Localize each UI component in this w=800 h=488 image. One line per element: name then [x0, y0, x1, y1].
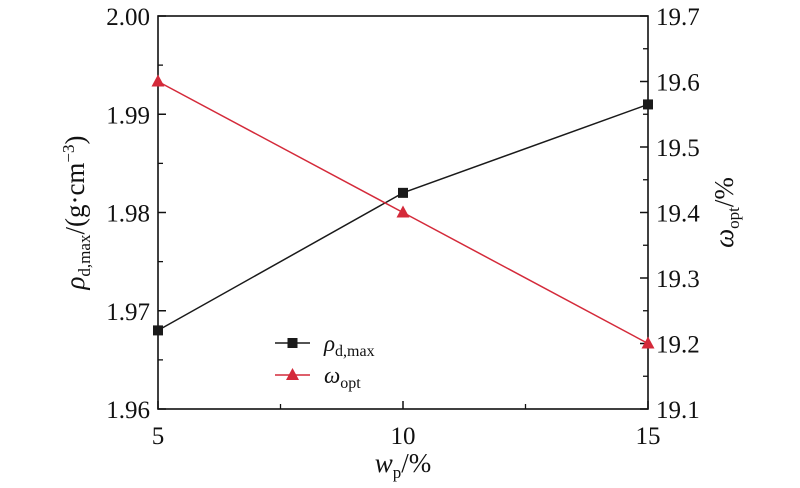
right-tick-label: 19.3 [656, 266, 700, 293]
data-point-1 [153, 325, 163, 336]
legend-marker-2 [286, 368, 299, 380]
legend-label-1: ρd,max [323, 331, 375, 360]
x-tick-label: 15 [636, 423, 661, 450]
data-point-1 [398, 187, 408, 198]
x-axis-title: wp/% [375, 448, 432, 482]
right-tick-label: 19.2 [656, 332, 700, 359]
axis-titles: wp/% ρd,max/(g·cm−3) ωopt/% [59, 135, 743, 482]
left-tick-label: 1.96 [106, 397, 150, 424]
left-tick-label: 1.98 [106, 201, 150, 228]
left-tick-label: 1.97 [106, 299, 150, 326]
right-axis-title: ωopt/% [709, 177, 743, 248]
data-point-2 [641, 336, 655, 349]
data-point-1 [643, 99, 653, 110]
right-tick-label: 19.7 [656, 4, 700, 31]
right-tick-label: 19.6 [656, 70, 700, 97]
left-axis-title: ρd,max/(g·cm−3) [59, 135, 94, 290]
series [151, 74, 655, 349]
legend-marker-1 [287, 338, 298, 348]
data-point-2 [151, 74, 165, 87]
legend: ρd,max ωopt [275, 331, 375, 392]
left-tick-label: 1.99 [106, 102, 150, 129]
ticks: 5 10 15 1.96 1.97 1.98 1.99 2.00 19.1 19.2 19.3 19.… [106, 4, 700, 450]
data-point-2 [396, 205, 410, 218]
right-tick-label: 19.1 [656, 397, 700, 424]
x-tick-label: 10 [391, 423, 416, 450]
right-tick-label: 19.5 [656, 135, 700, 162]
x-tick-label: 5 [152, 423, 165, 450]
legend-label-2: ωopt [324, 363, 361, 392]
right-tick-label: 19.4 [656, 201, 700, 228]
left-tick-label: 2.00 [106, 4, 150, 31]
